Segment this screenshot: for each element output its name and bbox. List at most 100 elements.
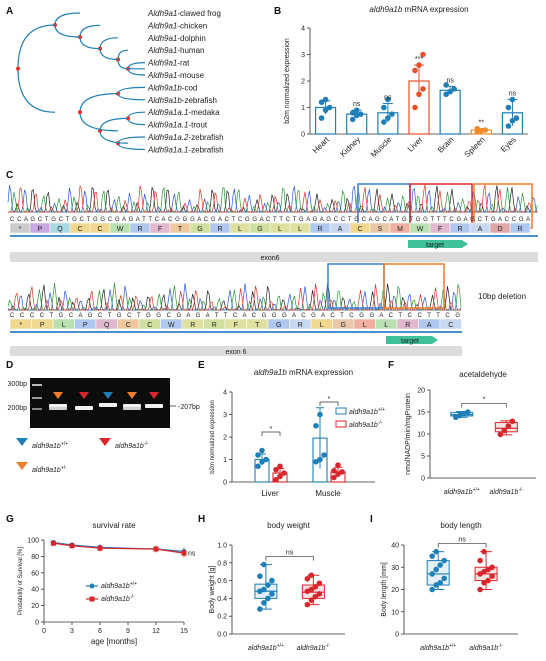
- data-point: [255, 463, 261, 470]
- chromatogram-trace: [8, 283, 461, 311]
- amino-acid-letter: R: [457, 226, 462, 233]
- y-tick-label: 60: [31, 570, 39, 577]
- data-point: [477, 557, 483, 564]
- amino-acid-letter: R: [190, 322, 195, 329]
- significance-bracket: [437, 543, 487, 548]
- data-point: [443, 91, 449, 98]
- data-point: [385, 96, 391, 103]
- dna-band: [49, 407, 67, 410]
- exon-track: [10, 346, 462, 356]
- x-tick-label: 9: [126, 628, 130, 635]
- data-point: [312, 593, 319, 600]
- panel-label-d: D: [6, 360, 13, 371]
- amino-acid-letter: L: [320, 322, 324, 329]
- data-point: [273, 476, 279, 483]
- y-tick-label: 0.8: [217, 560, 227, 567]
- amino-acid-letter: C: [448, 322, 453, 329]
- significance-label: ***: [415, 56, 423, 63]
- data-point: [501, 427, 508, 434]
- category-label: aldh9a1b-/-: [469, 643, 503, 652]
- x-tick-label: 0: [42, 628, 46, 635]
- y-tick-label: 3: [223, 412, 227, 419]
- target-label: target: [426, 242, 444, 249]
- sequence-track: [10, 235, 538, 237]
- y-tick-label: 4: [301, 26, 305, 33]
- legend-marker: [89, 583, 95, 589]
- data-point: [322, 96, 329, 103]
- sequencing-chromatograms: C C A G C T G C T G C T G G C G A G A T …: [7, 183, 538, 356]
- y-axis-label: b2m normalized expression: [284, 38, 291, 124]
- y-tick-label: 2: [223, 435, 227, 442]
- sequence-track: [10, 331, 462, 333]
- sequence-bases: C C A G C T G C T G C T G G C G A G A T …: [10, 217, 530, 223]
- data-point: [313, 422, 319, 429]
- amino-acid-letter: R: [137, 226, 142, 233]
- data-point: [261, 586, 267, 593]
- category-label: Liver: [406, 135, 425, 154]
- amino-acid-letter: L: [62, 322, 66, 329]
- y-tick-label: 40: [391, 543, 399, 550]
- species-label: Aldh9a1a.1-medaka: [147, 108, 220, 117]
- sequence-bases: C C C C T G C A G C T G C T G G C G A G …: [10, 313, 460, 319]
- species-label: Aldh9a1a.1-zebrafish: [147, 145, 224, 154]
- genotype-arrow: [79, 392, 89, 399]
- y-axis-label: Probability of Survival [%]: [18, 547, 24, 615]
- amino-acid-letter: G: [197, 226, 202, 233]
- category-label: aldh9a1b+/+: [444, 487, 480, 496]
- data-point: [497, 431, 504, 438]
- amino-acid-letter: R: [212, 322, 217, 329]
- amino-acid-letter: C: [126, 322, 131, 329]
- data-point: [433, 548, 440, 555]
- panel-label-e: E: [198, 360, 205, 371]
- data-point: [437, 580, 444, 586]
- category-label: Kidney: [338, 135, 362, 159]
- y-tick-label: 0.4: [217, 596, 227, 603]
- data-point: [353, 107, 360, 113]
- y-tick-label: 20: [391, 587, 399, 594]
- data-point: [318, 99, 325, 105]
- data-point: [447, 88, 453, 95]
- category-label: Heart: [311, 135, 332, 156]
- chart-e-knockout-expression: aldh9a1b mRNA expression b2m normalized e…: [210, 368, 385, 498]
- species-label: Aldh9a1-rat: [147, 59, 190, 68]
- x-tick-label: 12: [152, 628, 160, 635]
- data-point: [505, 104, 512, 111]
- amino-acid-letter: A: [478, 226, 483, 233]
- tree-node: [16, 66, 20, 71]
- data-point: [331, 474, 337, 481]
- data-point: [509, 117, 516, 124]
- amino-acid-letter: M: [397, 226, 403, 233]
- legend-marker: [89, 596, 95, 602]
- tree-branch: [17, 24, 56, 113]
- marker-label-200: 200bp: [8, 405, 28, 412]
- chart-title: survival rate: [92, 521, 136, 530]
- deletion-label: 10bp deletion: [478, 292, 526, 301]
- panel-label-c: C: [6, 170, 13, 181]
- category-label: aldh9a1b+/+: [420, 643, 456, 652]
- x-tick-label: 6: [98, 628, 102, 635]
- y-tick-label: 10: [417, 432, 425, 439]
- data-point: [97, 545, 103, 551]
- data-point: [357, 111, 364, 117]
- data-point: [304, 576, 311, 582]
- genotype-arrow: [127, 392, 137, 399]
- target-arrow: [408, 240, 468, 248]
- amino-acid-letter: L: [278, 226, 282, 233]
- chart-title: body length: [440, 521, 481, 530]
- y-tick-label: 0: [395, 632, 399, 639]
- data-point: [509, 418, 516, 425]
- genotype-arrow: [103, 392, 113, 399]
- chart-title: acetaldehyde: [459, 370, 507, 379]
- amino-acid-letter: *: [19, 226, 22, 233]
- amino-acid-letter: R: [517, 226, 522, 233]
- amino-acid-letter: D: [497, 226, 502, 233]
- data-point: [412, 67, 418, 74]
- data-point: [261, 561, 267, 568]
- panel-label-a: A: [6, 6, 13, 17]
- amino-acid-letter: P: [83, 322, 88, 329]
- highlight-box-orange: [383, 263, 445, 309]
- chart-f-acetaldehyde: acetaldehyde nmolNADP/min/mgProtein 0 5 10 15…: [405, 370, 536, 496]
- tree-node: [78, 110, 82, 115]
- legend-label: aldh9a1b-/-: [349, 420, 383, 429]
- legend-label: aldh9a1b-/-: [101, 594, 135, 603]
